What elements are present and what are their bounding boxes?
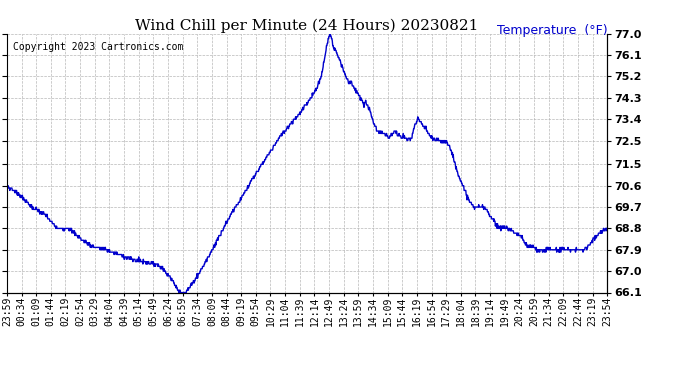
Text: Temperature  (°F): Temperature (°F) [497, 24, 607, 38]
Title: Wind Chill per Minute (24 Hours) 20230821: Wind Chill per Minute (24 Hours) 2023082… [135, 18, 479, 33]
Text: Copyright 2023 Cartronics.com: Copyright 2023 Cartronics.com [13, 42, 184, 51]
